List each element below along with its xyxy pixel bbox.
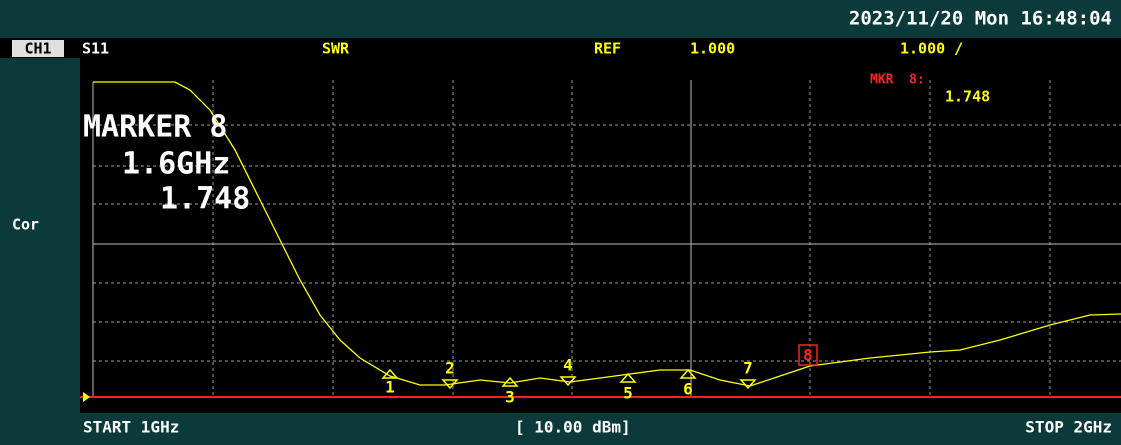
marker-label: 8 bbox=[803, 346, 813, 365]
marker-label: 4 bbox=[563, 356, 573, 375]
ref-label: REF bbox=[594, 40, 621, 58]
marker-label: 7 bbox=[743, 359, 753, 378]
trace bbox=[93, 81, 1121, 387]
power-level: [ 10.00 dBm] bbox=[515, 418, 631, 437]
marker-8-box bbox=[798, 344, 818, 366]
marker-label: 6 bbox=[683, 380, 693, 399]
reference-pointer bbox=[83, 392, 90, 402]
correction: Cor bbox=[12, 216, 39, 234]
ref-value: 1.000 bbox=[690, 40, 735, 58]
channel-box bbox=[12, 40, 64, 57]
marker-label: 5 bbox=[623, 384, 633, 403]
stop-frequency: STOP 2GHz bbox=[1025, 418, 1112, 437]
marker-5 bbox=[619, 372, 637, 383]
header-bar bbox=[0, 38, 1121, 58]
marker-label: 1 bbox=[385, 378, 395, 397]
datetime: 2023/11/20 Mon 16:48:04 bbox=[849, 8, 1112, 30]
marker-2 bbox=[441, 379, 459, 390]
marker-6 bbox=[679, 368, 697, 379]
marker-label: 2 bbox=[445, 359, 455, 378]
marker-value: 1.748 bbox=[160, 182, 250, 217]
marker-label: 3 bbox=[505, 388, 515, 407]
plot-area bbox=[80, 58, 1121, 413]
marker-box-label: MKR 8: bbox=[870, 73, 925, 88]
marker-symbols bbox=[381, 368, 757, 390]
marker-frequency: 1.6GHz bbox=[122, 147, 230, 182]
marker-title: MARKER 8 bbox=[83, 110, 228, 145]
start-frequency: START 1GHz bbox=[83, 418, 179, 437]
marker-box-value: 1.748 bbox=[945, 88, 990, 106]
marker-1 bbox=[381, 368, 399, 379]
marker-4 bbox=[559, 376, 577, 387]
format: SWR bbox=[322, 40, 350, 58]
parameter: S11 bbox=[82, 40, 109, 58]
marker-7 bbox=[739, 379, 757, 390]
channel: CH1 bbox=[24, 40, 51, 58]
scale: 1.000 / bbox=[900, 40, 963, 58]
marker-3 bbox=[501, 376, 519, 387]
